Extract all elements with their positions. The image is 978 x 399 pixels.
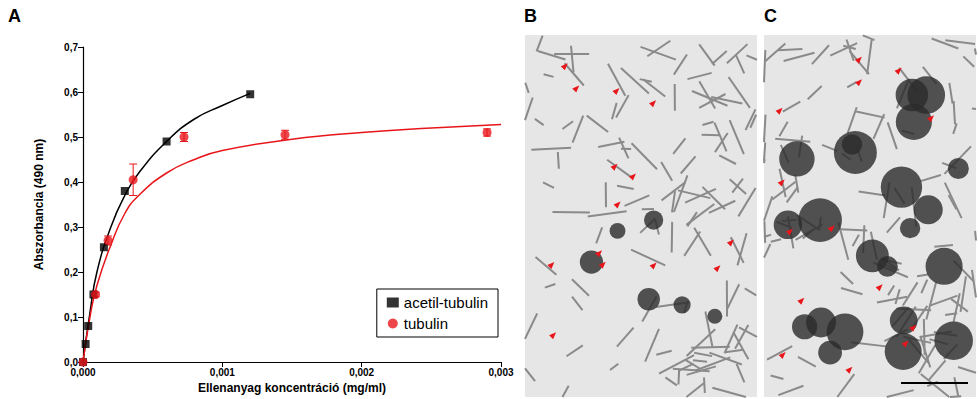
svg-text:0,002: 0,002 (349, 367, 374, 378)
svg-text:0,5: 0,5 (64, 132, 78, 143)
svg-text:0,6: 0,6 (64, 87, 78, 98)
svg-text:tubulin: tubulin (404, 315, 448, 332)
svg-text:0,4: 0,4 (64, 177, 78, 188)
svg-text:Abszorbancia (490 nm): Abszorbancia (490 nm) (32, 139, 46, 270)
svg-text:0,7: 0,7 (64, 42, 78, 53)
svg-text:acetil-tubulin: acetil-tubulin (404, 294, 488, 311)
svg-text:0,2: 0,2 (64, 267, 78, 278)
svg-text:0,001: 0,001 (210, 367, 235, 378)
html-text:B: B (524, 6, 537, 26)
svg-text:0,000: 0,000 (70, 367, 95, 378)
svg-text:0,0: 0,0 (64, 356, 78, 368)
html-text:A: A (8, 6, 21, 26)
svg-text:Ellenanyag koncentráció (mg/ml: Ellenanyag koncentráció (mg/ml) (198, 381, 386, 395)
svg-text:0,3: 0,3 (64, 222, 78, 233)
svg-text:0,1: 0,1 (64, 312, 78, 323)
html-text:C: C (764, 6, 777, 26)
svg-text:0,003: 0,003 (488, 367, 513, 378)
